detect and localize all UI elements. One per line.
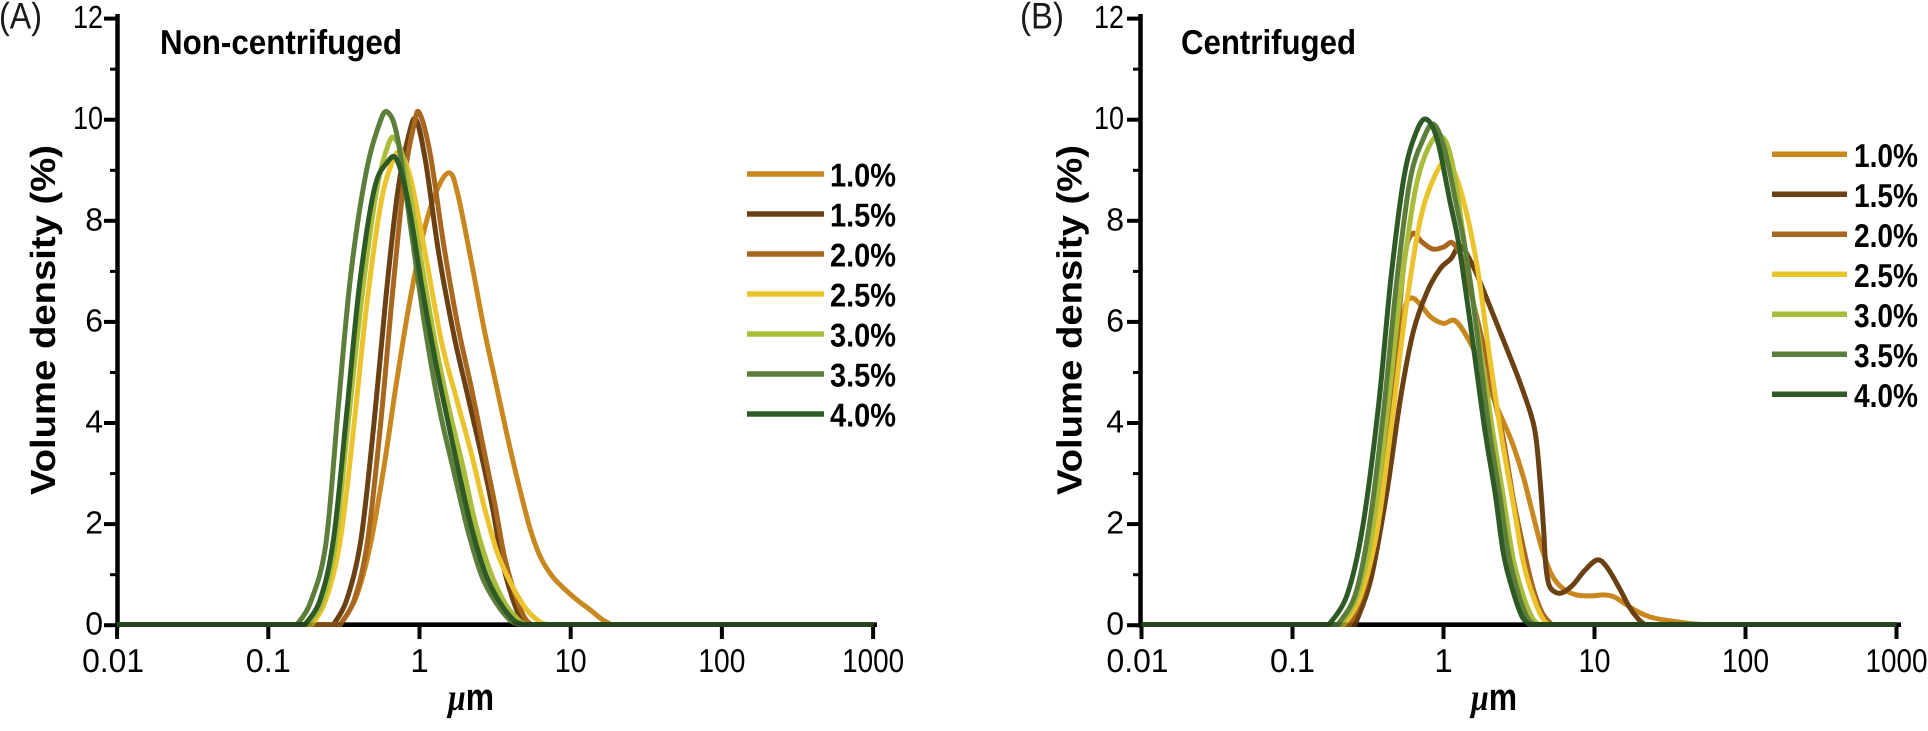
- svg-text:Volume density (%): Volume density (%): [24, 145, 63, 495]
- svg-text:0: 0: [85, 606, 103, 642]
- svg-text:2.5%: 2.5%: [1854, 257, 1918, 294]
- svg-text:4.0%: 4.0%: [1854, 377, 1918, 414]
- svg-text:0.1: 0.1: [1270, 642, 1315, 679]
- svg-text:Centrifuged: Centrifuged: [1181, 24, 1356, 62]
- svg-text:3.5%: 3.5%: [830, 357, 896, 394]
- svg-text:4.0%: 4.0%: [830, 397, 896, 434]
- svg-text:1000: 1000: [842, 642, 904, 679]
- svg-text:3.0%: 3.0%: [1854, 297, 1918, 334]
- svg-text:8: 8: [1106, 201, 1124, 237]
- svg-text:100: 100: [1722, 642, 1769, 679]
- svg-text:μm: μm: [446, 677, 494, 719]
- svg-text:1000: 1000: [1866, 642, 1928, 679]
- svg-text:1: 1: [1434, 642, 1452, 679]
- svg-text:3.5%: 3.5%: [1854, 337, 1918, 374]
- svg-text:1: 1: [410, 642, 428, 679]
- svg-text:10: 10: [73, 100, 103, 136]
- svg-text:4: 4: [85, 404, 103, 440]
- svg-text:Volume density (%): Volume density (%): [1051, 145, 1090, 495]
- svg-text:10: 10: [555, 642, 587, 679]
- svg-text:μm: μm: [1469, 677, 1517, 719]
- svg-text:2: 2: [1106, 505, 1124, 541]
- svg-text:2: 2: [85, 505, 103, 541]
- svg-text:12: 12: [1094, 0, 1124, 35]
- svg-text:8: 8: [85, 201, 103, 237]
- svg-text:0.01: 0.01: [82, 642, 144, 679]
- svg-text:12: 12: [73, 0, 103, 35]
- svg-text:100: 100: [698, 642, 745, 679]
- svg-text:0: 0: [1106, 606, 1124, 642]
- svg-text:2.0%: 2.0%: [830, 237, 896, 274]
- svg-text:10: 10: [1579, 642, 1611, 679]
- svg-text:10: 10: [1094, 100, 1124, 136]
- svg-text:6: 6: [85, 302, 103, 338]
- svg-text:3.0%: 3.0%: [830, 317, 896, 354]
- svg-text:1.5%: 1.5%: [1854, 177, 1918, 214]
- svg-text:0.01: 0.01: [1107, 642, 1169, 679]
- svg-text:(A): (A): [0, 0, 42, 37]
- svg-text:2.0%: 2.0%: [1854, 217, 1918, 254]
- svg-text:1.5%: 1.5%: [830, 197, 896, 234]
- svg-text:1.0%: 1.0%: [830, 157, 896, 194]
- svg-text:0.1: 0.1: [246, 642, 291, 679]
- svg-text:4: 4: [1106, 404, 1124, 440]
- svg-text:(B): (B): [1020, 0, 1064, 37]
- svg-text:1.0%: 1.0%: [1854, 137, 1918, 174]
- svg-text:2.5%: 2.5%: [830, 277, 896, 314]
- svg-text:Non-centrifuged: Non-centrifuged: [160, 24, 402, 62]
- svg-text:6: 6: [1106, 302, 1124, 338]
